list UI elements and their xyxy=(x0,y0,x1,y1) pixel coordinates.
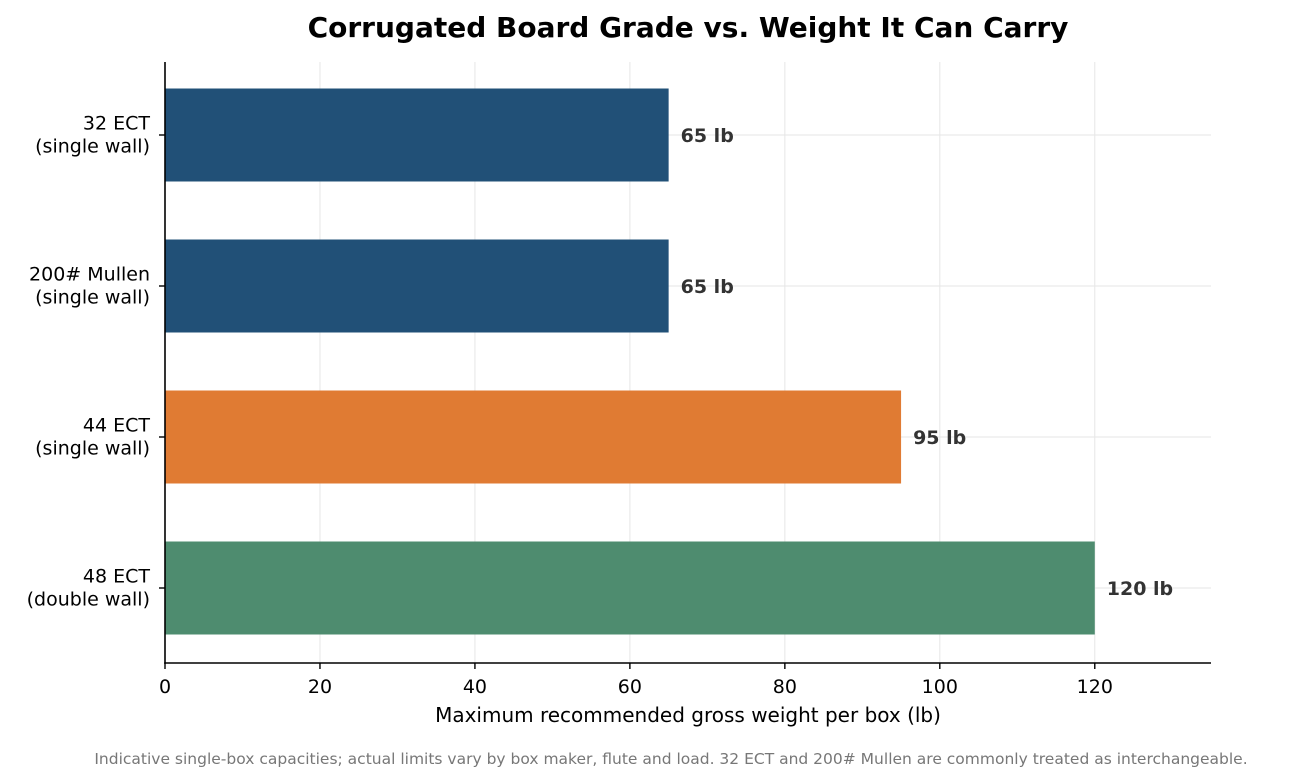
bar-value-label: 65 lb xyxy=(681,125,734,147)
bar-value-label: 120 lb xyxy=(1107,578,1173,600)
y-tick-label-line: (single wall) xyxy=(35,136,150,158)
y-tick-label-line: 200# Mullen xyxy=(29,264,150,286)
bar-value-label: 95 lb xyxy=(913,427,966,449)
y-tick-label-line: 48 ECT xyxy=(83,566,150,588)
bar-value-label: 65 lb xyxy=(681,276,734,298)
bar xyxy=(165,390,902,484)
x-tick-label: 100 xyxy=(922,676,958,698)
y-tick-label: 200# Mullen (single wall) xyxy=(29,264,150,309)
y-tick-label-line: 44 ECT xyxy=(83,415,150,437)
x-tick-label: 0 xyxy=(159,676,171,698)
x-tick-label: 60 xyxy=(618,676,642,698)
x-tick-label: 20 xyxy=(308,676,332,698)
x-tick-label: 40 xyxy=(463,676,487,698)
bars-layer: 65 lb 65 lb 95 lb 120 lb xyxy=(165,88,1173,635)
x-tick-label: 80 xyxy=(773,676,797,698)
bar xyxy=(165,239,669,333)
footnote: Indicative single-box capacities; actual… xyxy=(94,750,1247,768)
chart-title: Corrugated Board Grade vs. Weight It Can… xyxy=(308,11,1069,44)
y-tick-label-line: (single wall) xyxy=(35,287,150,309)
bar xyxy=(165,88,669,182)
bar xyxy=(165,541,1095,635)
y-tick-label-line: 32 ECT xyxy=(83,113,150,135)
y-tick-label-line: (double wall) xyxy=(27,589,150,611)
x-tick-label: 120 xyxy=(1077,676,1113,698)
y-tick-label-line: (single wall) xyxy=(35,438,150,460)
x-axis-label: Maximum recommended gross weight per box… xyxy=(435,703,941,727)
y-tick-label: 48 ECT (double wall) xyxy=(27,566,151,611)
y-tick-label: 32 ECT (single wall) xyxy=(35,113,150,158)
y-tick-label: 44 ECT (single wall) xyxy=(35,415,150,460)
